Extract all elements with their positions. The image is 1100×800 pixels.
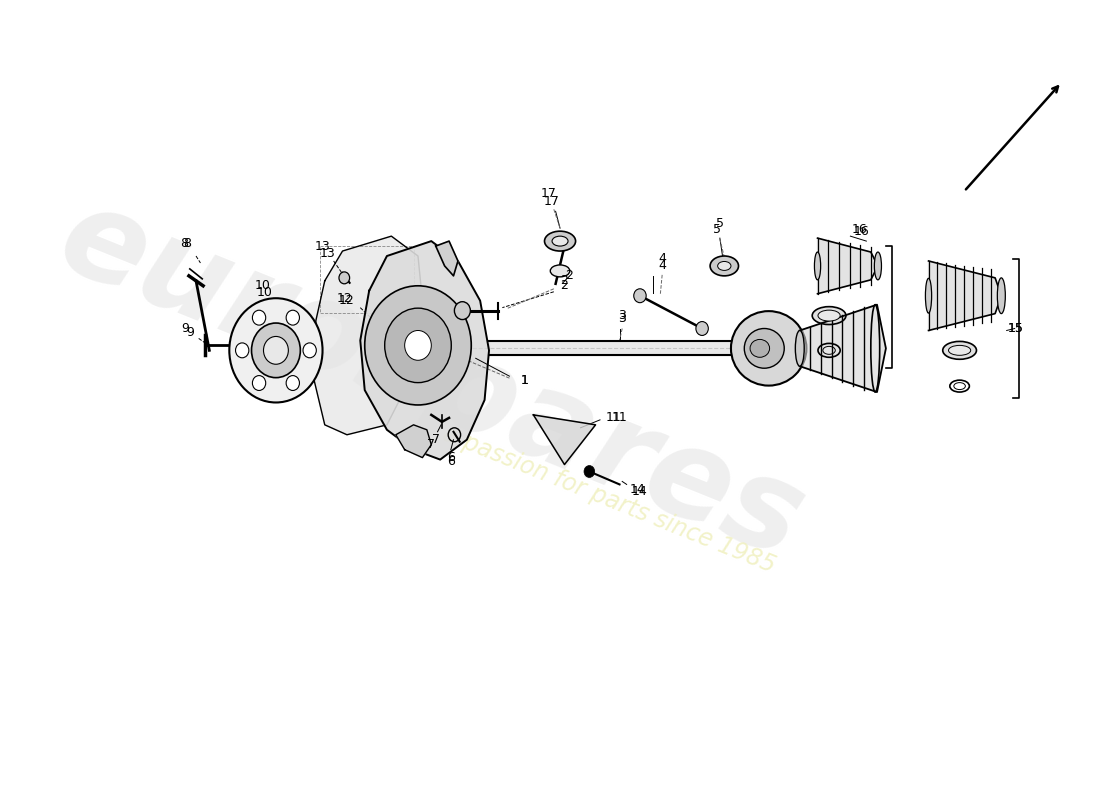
Ellipse shape: [264, 337, 288, 364]
Text: 4: 4: [658, 259, 667, 273]
Text: 7: 7: [431, 434, 440, 446]
Ellipse shape: [795, 330, 804, 366]
Circle shape: [634, 289, 646, 302]
Text: 15: 15: [1008, 322, 1023, 335]
Text: 8: 8: [180, 237, 188, 250]
Text: 1: 1: [520, 374, 528, 386]
Text: 6: 6: [447, 451, 454, 464]
Text: 5: 5: [716, 217, 724, 230]
Polygon shape: [928, 261, 1001, 330]
Polygon shape: [534, 415, 595, 465]
Ellipse shape: [925, 278, 932, 313]
Text: 5: 5: [713, 222, 722, 236]
Circle shape: [696, 322, 708, 335]
Ellipse shape: [717, 262, 732, 270]
Text: eurospares: eurospares: [42, 176, 821, 584]
Polygon shape: [436, 241, 458, 276]
Ellipse shape: [405, 330, 431, 360]
Polygon shape: [817, 238, 878, 294]
Circle shape: [454, 302, 471, 319]
Text: 14: 14: [632, 485, 648, 498]
Text: 13: 13: [315, 239, 331, 253]
Circle shape: [302, 343, 317, 358]
Text: 2: 2: [565, 270, 573, 282]
Ellipse shape: [874, 252, 881, 280]
Text: 17: 17: [540, 187, 557, 200]
Ellipse shape: [812, 306, 846, 325]
Text: 10: 10: [255, 279, 271, 292]
Text: 2: 2: [561, 279, 569, 292]
Text: 8: 8: [183, 237, 191, 250]
Circle shape: [286, 310, 299, 325]
Ellipse shape: [818, 310, 840, 321]
Text: 13: 13: [319, 246, 336, 259]
Text: 11: 11: [605, 411, 621, 424]
Text: 2: 2: [561, 274, 569, 287]
Circle shape: [339, 272, 350, 284]
Polygon shape: [800, 305, 886, 392]
Ellipse shape: [711, 256, 738, 276]
Circle shape: [584, 466, 595, 478]
Text: 9: 9: [182, 322, 189, 335]
Ellipse shape: [750, 339, 770, 358]
Text: a passion for parts since 1985: a passion for parts since 1985: [439, 422, 779, 578]
Circle shape: [286, 375, 299, 390]
Ellipse shape: [229, 298, 322, 402]
Ellipse shape: [998, 278, 1005, 314]
Text: 17: 17: [543, 195, 559, 208]
Ellipse shape: [552, 236, 568, 246]
Text: 12: 12: [337, 292, 352, 306]
Circle shape: [252, 375, 266, 390]
Text: 3: 3: [618, 312, 626, 325]
Ellipse shape: [948, 346, 970, 355]
Text: 10: 10: [256, 286, 273, 299]
Ellipse shape: [252, 323, 300, 378]
Text: 7: 7: [427, 438, 436, 451]
Ellipse shape: [745, 329, 784, 368]
Text: 6: 6: [447, 455, 454, 468]
Circle shape: [235, 343, 249, 358]
Polygon shape: [396, 425, 431, 458]
Text: 14: 14: [629, 483, 646, 496]
Ellipse shape: [365, 286, 471, 405]
Text: 16: 16: [854, 225, 870, 238]
Polygon shape: [315, 236, 422, 434]
Circle shape: [252, 310, 266, 325]
Ellipse shape: [550, 265, 570, 277]
Text: 9: 9: [186, 326, 194, 339]
Ellipse shape: [385, 308, 451, 382]
Ellipse shape: [814, 252, 821, 280]
Text: 3: 3: [618, 309, 626, 322]
Text: 15: 15: [1008, 322, 1023, 335]
Text: 1: 1: [520, 374, 528, 386]
Text: 11: 11: [612, 411, 627, 424]
Ellipse shape: [544, 231, 575, 251]
Ellipse shape: [943, 342, 977, 359]
Polygon shape: [361, 241, 490, 459]
Text: 16: 16: [851, 222, 867, 236]
Text: 4: 4: [658, 253, 667, 266]
Ellipse shape: [732, 311, 806, 386]
Text: 12: 12: [339, 294, 355, 307]
